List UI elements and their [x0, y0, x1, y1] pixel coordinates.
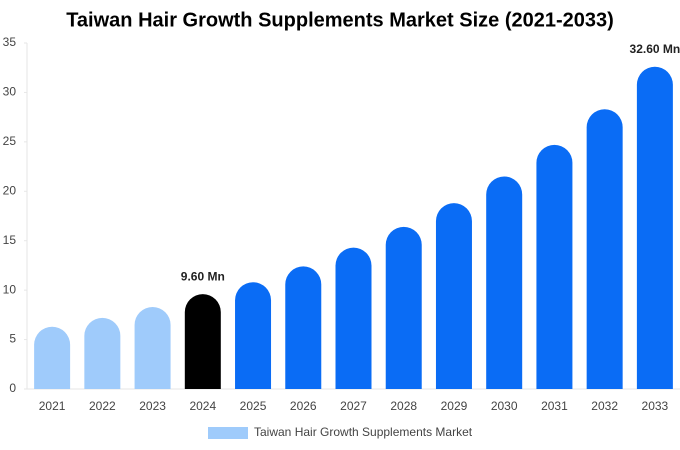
- bar: [84, 317, 121, 389]
- bar: [486, 176, 523, 389]
- bar: [335, 247, 372, 389]
- x-tick-label: 2033: [642, 399, 669, 413]
- x-tick-label: 2032: [591, 399, 618, 413]
- x-tick-label: 2029: [441, 399, 468, 413]
- y-tick-label: 15: [3, 233, 17, 247]
- x-tick-label: 2024: [189, 399, 216, 413]
- bar: [34, 326, 71, 389]
- bar: [184, 294, 221, 389]
- value-label: 9.60 Mn: [181, 269, 225, 283]
- x-tick-label: 2021: [39, 399, 66, 413]
- y-tick-label: 25: [3, 134, 17, 148]
- value-label: 32.60 Mn: [630, 42, 680, 56]
- bar: [536, 144, 573, 389]
- bar: [385, 226, 422, 389]
- y-tick-label: 20: [3, 183, 17, 197]
- x-tick-label: 2027: [340, 399, 367, 413]
- bar: [586, 109, 623, 390]
- x-tick-label: 2030: [491, 399, 518, 413]
- y-tick-label: 10: [3, 282, 17, 296]
- legend-label: Taiwan Hair Growth Supplements Market: [254, 425, 473, 439]
- y-tick-label: 0: [9, 381, 16, 395]
- x-tick-label: 2022: [89, 399, 116, 413]
- y-tick-label: 5: [9, 332, 16, 346]
- y-tick-label: 35: [3, 35, 17, 49]
- x-tick-label: 2031: [541, 399, 568, 413]
- bar: [134, 306, 171, 389]
- y-tick-label: 30: [3, 85, 17, 99]
- x-tick-label: 2026: [290, 399, 317, 413]
- bar: [435, 203, 472, 389]
- chart-title: Taiwan Hair Growth Supplements Market Si…: [66, 9, 614, 31]
- legend-swatch: [208, 427, 248, 439]
- bar: [636, 66, 673, 390]
- x-tick-label: 2023: [139, 399, 166, 413]
- x-tick-label: 2025: [240, 399, 267, 413]
- bar: [235, 282, 272, 389]
- bar: [285, 266, 322, 389]
- x-tick-label: 2028: [390, 399, 417, 413]
